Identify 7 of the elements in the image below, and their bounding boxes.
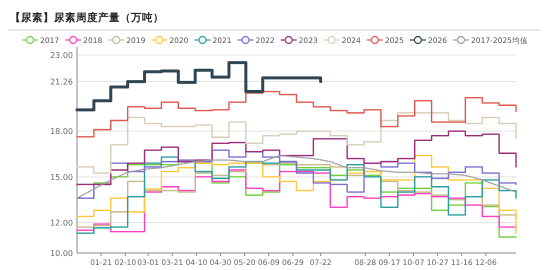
y-tick-label: 15.00	[50, 172, 73, 182]
y-tick-label: 23.00	[50, 51, 73, 60]
y-tick-label: 12.00	[50, 218, 73, 228]
y-tick-label: 10.00	[50, 249, 73, 258]
chart-title: 【尿素】尿素周度产量（万吨）	[10, 11, 164, 24]
y-tick-label: 21.26	[50, 78, 73, 86]
y-tick-label: 18.00	[50, 127, 73, 136]
